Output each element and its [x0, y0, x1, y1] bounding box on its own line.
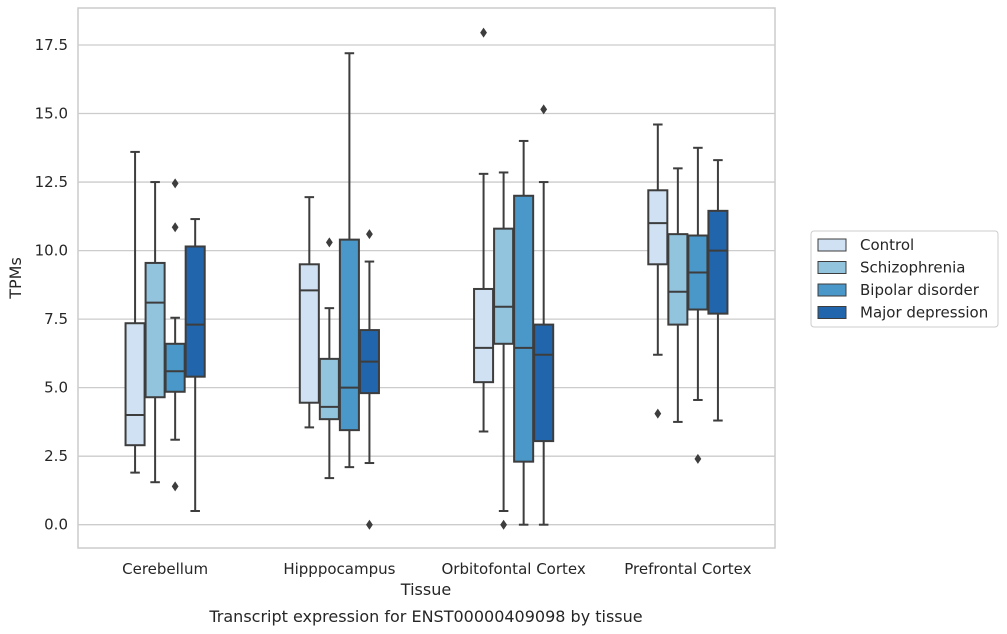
x-tick-label: Cerebellum	[122, 560, 208, 578]
y-tick-label: 7.5	[44, 310, 68, 328]
box-group-prefrontal-cortex	[647, 123, 729, 464]
legend-swatch	[817, 261, 847, 274]
box-bipolar-disorder	[164, 178, 186, 492]
y-tick-label: 12.5	[35, 173, 68, 191]
outlier-point	[654, 408, 662, 419]
box-bipolar-disorder	[513, 139, 535, 526]
y-tick-label: 10.0	[35, 242, 68, 260]
box-major-depression	[533, 104, 555, 526]
legend-label: Bipolar disorder	[860, 281, 980, 299]
x-tick-label: Orbitofontal Cortex	[442, 560, 586, 578]
legend-label: Major depression	[860, 304, 988, 322]
legend-swatch	[817, 283, 847, 297]
box-body	[124, 322, 146, 447]
outlier-point	[325, 237, 333, 248]
outlier-point	[171, 178, 179, 189]
box-major-depression	[707, 159, 729, 422]
box-schizophrenia	[667, 167, 689, 423]
legend-label: Control	[860, 236, 914, 254]
box-major-depression	[184, 218, 206, 512]
legend: Control Schizophrenia Bipolar disorder Majo…	[810, 230, 999, 328]
box-schizophrenia	[493, 171, 515, 530]
y-tick-label: 5.0	[44, 379, 68, 397]
y-tick-label: 0.0	[44, 516, 68, 534]
legend-swatch	[817, 306, 847, 319]
box-body	[473, 287, 495, 384]
outlier-point	[694, 453, 702, 464]
box-group-cerebellum	[124, 150, 206, 512]
box-major-depression	[358, 229, 380, 530]
y-axis-title: TPMs	[6, 257, 25, 300]
outlier-point	[540, 104, 548, 115]
outlier-point	[171, 222, 179, 233]
box-body	[164, 342, 186, 393]
outlier-point	[366, 229, 373, 240]
figure-caption: Transcript expression for ENST0000040909…	[208, 607, 642, 626]
box-schizophrenia	[318, 237, 340, 480]
box-body	[318, 357, 340, 421]
box-control	[647, 123, 669, 419]
box-body	[144, 261, 166, 399]
box-body	[647, 189, 669, 266]
box-body	[513, 194, 535, 463]
outlier-point	[366, 519, 373, 530]
y-tick-label: 2.5	[44, 447, 68, 465]
box-body	[338, 238, 360, 432]
box-control	[124, 150, 146, 474]
y-tick-label: 17.5	[35, 36, 68, 54]
plot-frame	[77, 7, 776, 549]
box-schizophrenia	[144, 181, 166, 484]
box-body	[667, 233, 689, 326]
outlier-point	[500, 519, 508, 530]
box-bipolar-disorder	[338, 52, 360, 469]
box-control	[298, 196, 320, 429]
box-body	[298, 263, 320, 404]
y-tick-labels: 0.0 2.5 5.0 7.5 10.0 12.5 15.0 17.5	[35, 36, 68, 534]
x-tick-label: Hipppocampus	[283, 560, 395, 578]
box-group-orbitofontal-cortex	[473, 27, 555, 530]
legend-label: Schizophrenia	[860, 259, 965, 277]
box-groups	[124, 27, 729, 530]
box-bipolar-disorder	[687, 146, 709, 464]
legend-frame	[810, 230, 999, 328]
box-control	[473, 27, 495, 433]
outlier-point	[171, 481, 179, 492]
legend-swatch	[817, 238, 847, 252]
x-axis-title: Tissue	[400, 580, 451, 599]
box-body	[184, 245, 206, 378]
box-group-hipppocampus	[298, 52, 380, 530]
box-body	[533, 323, 555, 443]
outlier-point	[480, 27, 487, 38]
box-body	[707, 209, 729, 315]
box-body	[493, 227, 515, 345]
y-tick-label: 15.0	[35, 105, 68, 123]
x-tick-label: Prefrontal Cortex	[624, 560, 751, 578]
x-tick-labels: Cerebellum Hipppocampus Orbitofontal Corte…	[122, 560, 751, 578]
